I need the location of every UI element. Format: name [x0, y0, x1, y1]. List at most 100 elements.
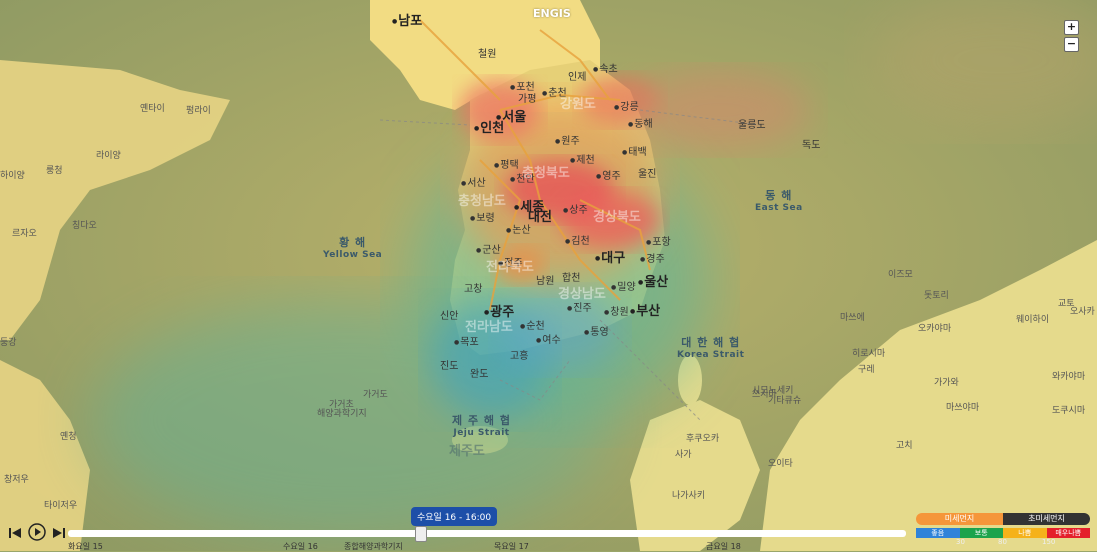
- city-label-cheorwon: 철원: [478, 49, 497, 60]
- city-label-gochang: 고창: [464, 284, 483, 295]
- place-label-kitakyushu: 기타큐슈: [768, 396, 802, 406]
- city-label-yeosu: 여수: [536, 331, 560, 346]
- city-label-donghae: 동해: [628, 115, 652, 130]
- city-label-incheon: 인천: [474, 117, 504, 136]
- city-label-ulleung: 울릉도: [738, 120, 766, 131]
- sea-label-yellow: 황 해 Yellow Sea: [323, 234, 382, 260]
- zoom-in-button[interactable]: +: [1064, 20, 1079, 35]
- city-label-gwangju: 광주: [484, 301, 514, 320]
- city-label-uljin: 울진: [638, 169, 657, 180]
- place-label-tsushima: 쓰시마: [752, 390, 777, 400]
- city-label-seosan: 서산: [461, 174, 485, 189]
- city-label-gangneung: 강릉: [614, 98, 638, 113]
- city-label-gimcheon: 김천: [565, 232, 589, 247]
- timeline-track[interactable]: [68, 530, 906, 537]
- region-label-gangwon: 강원도: [560, 97, 596, 112]
- timeline-thumb[interactable]: [415, 526, 427, 542]
- tab-pm10[interactable]: 미세먼지: [916, 513, 1003, 525]
- place-label-tokushima: 도쿠시마: [1052, 406, 1086, 416]
- timeline-tooltip: 수요일 16 - 16:00: [411, 507, 498, 526]
- sea-label-korea-strait: 대 한 해 협 Korea Strait: [677, 334, 744, 360]
- island-label-jeju: 제주도: [449, 444, 485, 459]
- sea-label-jeju-strait: 제 주 해 협 Jeju Strait: [452, 412, 511, 438]
- zoom-out-button[interactable]: −: [1064, 37, 1079, 52]
- city-label-hapcheon: 합천: [562, 273, 581, 284]
- grade-bad: 나쁨: [1003, 528, 1047, 538]
- place-label-yantai: 옌타이: [140, 104, 165, 114]
- city-label-taebaek: 태백: [622, 143, 646, 158]
- city-label-suncheon: 순천: [520, 317, 544, 332]
- city-label-boryeong: 보령: [470, 209, 494, 224]
- grade-moderate: 보통: [959, 528, 1003, 538]
- place-label-kyoto: 교토: [1058, 299, 1075, 309]
- timeline-day-label: 목요일 17: [494, 542, 529, 551]
- place-label-yanan: 옌청: [60, 432, 77, 442]
- sea-label-yellow-ko: 황 해: [339, 236, 367, 249]
- region-label-gyeongbuk: 경상북도: [593, 210, 641, 225]
- city-label-seoul: 서울: [496, 106, 526, 125]
- sea-label-east: 동 해 East Sea: [755, 187, 803, 213]
- threshold-value: 80: [998, 538, 1007, 546]
- place-label-haiyang: 하이양: [0, 171, 25, 181]
- city-label-tongyeong: 통영: [584, 323, 608, 338]
- city-label-nonsan: 논산: [506, 221, 530, 236]
- timeline-day-label: 수요일 16: [283, 542, 318, 551]
- place-label-rongcheng: 룽청: [46, 166, 63, 176]
- city-label-namwon: 남원: [536, 276, 555, 287]
- skip-forward-icon[interactable]: [52, 525, 66, 544]
- sea-label-korea-strait-en: Korea Strait: [677, 350, 745, 360]
- timeline-station-label: 종합해양과학기지: [344, 542, 403, 551]
- place-label-kure: 구레: [858, 365, 875, 375]
- region-label-jeonnam: 전라남도: [465, 320, 513, 335]
- place-label-donggang: 둥강: [0, 338, 17, 348]
- sea-label-jeju-strait-en: Jeju Strait: [453, 428, 510, 438]
- sea-label-korea-strait-ko: 대 한 해 협: [681, 336, 741, 349]
- city-label-sejong: 세종: [514, 196, 544, 215]
- grade-very-bad: 매우나쁨: [1046, 528, 1090, 538]
- skip-back-icon[interactable]: [8, 525, 22, 544]
- city-label-inje: 인제: [568, 72, 587, 83]
- land-japan: [630, 240, 1097, 551]
- city-label-busan: 부산: [630, 300, 660, 319]
- place-label-qingdao: 칭다오: [72, 221, 97, 231]
- place-label-penglai: 펑라이: [186, 106, 211, 116]
- place-label-okayama: 오카야마: [918, 324, 952, 334]
- place-label-shimonoseki: 시모노세키: [752, 386, 794, 396]
- region-label-gyeongnam: 경상남도: [558, 287, 606, 302]
- play-icon[interactable]: [28, 523, 46, 545]
- city-label-dokdo: 독도: [802, 140, 821, 151]
- city-label-daejeon: 대전: [528, 210, 552, 225]
- city-label-miryang: 밀양: [611, 278, 635, 293]
- city-label-jeonju: 전주: [498, 254, 522, 269]
- zoom-control: + −: [1064, 20, 1079, 54]
- city-label-ulsan: 울산: [638, 271, 668, 290]
- city-label-wando: 완도: [470, 369, 489, 380]
- pollutant-tabs: 미세먼지 초미세먼지: [916, 513, 1090, 525]
- place-label-hiroshima: 히로시마: [852, 349, 886, 359]
- city-label-chuncheon: 춘천: [542, 84, 566, 99]
- place-label-gageodo: 가거도: [363, 390, 388, 400]
- place-label-oita: 오이타: [768, 459, 793, 469]
- place-label-kagawa: 가가와: [934, 378, 959, 388]
- place-label-changzhou: 창저우: [4, 475, 29, 485]
- city-label-mokpo: 목포: [454, 333, 478, 348]
- city-label-pohang: 포항: [646, 233, 670, 248]
- place-label-nagasaki: 나가사키: [672, 491, 706, 501]
- place-label-gageocho: 가거초: [329, 400, 354, 410]
- city-label-gapyeong: 가평: [518, 94, 537, 105]
- place-label-taizhou: 타이저우: [44, 501, 78, 511]
- tab-pm25[interactable]: 초미세먼지: [1003, 513, 1090, 525]
- sea-label-yellow-en: Yellow Sea: [323, 250, 383, 260]
- place-label-matsuyama: 마쓰야마: [946, 403, 980, 413]
- city-label-jindo: 진도: [440, 361, 459, 372]
- place-label-saga: 사가: [675, 450, 692, 460]
- city-label-pocheon: 포천: [510, 78, 534, 93]
- sea-label-east-en: East Sea: [755, 203, 803, 213]
- sea-label-east-ko: 동 해: [765, 189, 793, 202]
- city-label-sangju: 상주: [563, 201, 587, 216]
- city-label-jinju: 진주: [567, 299, 591, 314]
- city-label-jecheon: 제천: [570, 151, 594, 166]
- city-label-daegu: 대구: [595, 247, 625, 266]
- land-china: [0, 60, 230, 551]
- threshold-value: 30: [956, 538, 965, 546]
